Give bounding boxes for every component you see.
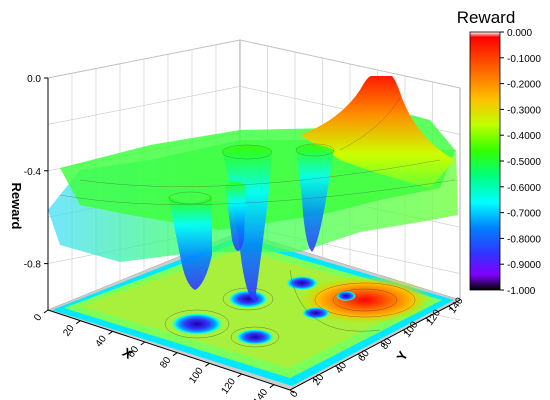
x-tick-mark xyxy=(237,373,242,378)
floor-hole-5 xyxy=(302,307,330,319)
colorbar-tick-label: -0.5000 xyxy=(507,157,541,168)
colorbar-tick-label: -0.7000 xyxy=(507,209,541,220)
x-tick-mark xyxy=(75,320,81,325)
x-tick-label: 120 xyxy=(219,376,238,396)
floor-hotspot xyxy=(297,276,433,324)
y-axis-title: Y xyxy=(393,348,410,363)
x-tick-mark xyxy=(140,341,146,346)
surface-peak xyxy=(300,75,455,188)
z-axis-title: Reward xyxy=(9,183,24,230)
reward-surface xyxy=(48,75,458,300)
x-tick-label: 80 xyxy=(158,355,174,371)
x-tick-mark xyxy=(108,330,113,335)
x-tick-label: 140 xyxy=(252,387,271,400)
floor-hole-1 xyxy=(171,313,223,335)
colorbar-tick-label: -0.3000 xyxy=(507,105,541,116)
surface-contour-lines xyxy=(59,97,456,205)
colorbar-tick-label: -0.4000 xyxy=(507,131,541,142)
y-tick-mark xyxy=(380,341,385,346)
colorbar-tick-label: 0.000 xyxy=(507,28,532,39)
z-tick-label: 0.0 xyxy=(27,74,41,85)
colorbar-tick-label: -0.9000 xyxy=(507,260,541,271)
floor-contour-map xyxy=(48,232,460,390)
colorbar-ticks: 0.000 -0.1000 -0.2000 -0.3000 -0.4000 -0.5000… xyxy=(500,28,541,297)
colorbar-tick-label: -0.6000 xyxy=(507,183,541,194)
y-tick-mark xyxy=(357,353,363,358)
colorbar-tick-label: -0.8000 xyxy=(507,234,541,245)
colorbar-tick-label: -0.2000 xyxy=(507,80,541,91)
y-axis-line xyxy=(289,299,461,391)
well-1 xyxy=(168,196,212,290)
x-tick-mark xyxy=(172,352,178,357)
y-tick-mark xyxy=(289,389,295,394)
colorbar-tick-label: -0.1000 xyxy=(507,54,541,65)
colorbar: Reward 0.000 -0.1000 -0.2000 -0.3000 -0.4000… xyxy=(457,8,542,297)
x-tick-label: 0 xyxy=(32,312,44,323)
x-axis-line xyxy=(47,309,291,391)
z-tick-label: -0.8 xyxy=(24,260,42,271)
floor-hole-4 xyxy=(286,276,318,290)
y-tick-mark xyxy=(425,317,431,322)
floor-hole-6 xyxy=(336,291,356,301)
x-tick-label: 100 xyxy=(187,365,206,385)
x-tick-mark xyxy=(269,384,275,389)
colorbar-tick-label: -1.000 xyxy=(507,286,536,297)
z-axis-ticks: 0.0 -0.4 -0.8 xyxy=(24,74,48,271)
z-tick-label: -0.4 xyxy=(24,167,42,178)
well-4 xyxy=(296,144,334,252)
y-tick-mark xyxy=(403,329,408,334)
x-tick-mark xyxy=(43,309,49,314)
floor-hole-3 xyxy=(236,329,274,345)
well-3 xyxy=(225,181,246,251)
y-tick-mark xyxy=(448,305,453,310)
y-tick-mark xyxy=(312,377,317,382)
colorbar-scale xyxy=(469,31,501,291)
x-tick-label: 20 xyxy=(61,323,77,339)
y-tick-label: 0 xyxy=(288,388,300,399)
x-tick-label: 40 xyxy=(94,333,110,349)
y-tick-mark xyxy=(335,365,340,370)
x-tick-mark xyxy=(205,362,210,367)
axis-lines xyxy=(47,78,461,391)
floor-hole-2 xyxy=(228,290,268,308)
colorbar-title: Reward xyxy=(457,8,516,27)
